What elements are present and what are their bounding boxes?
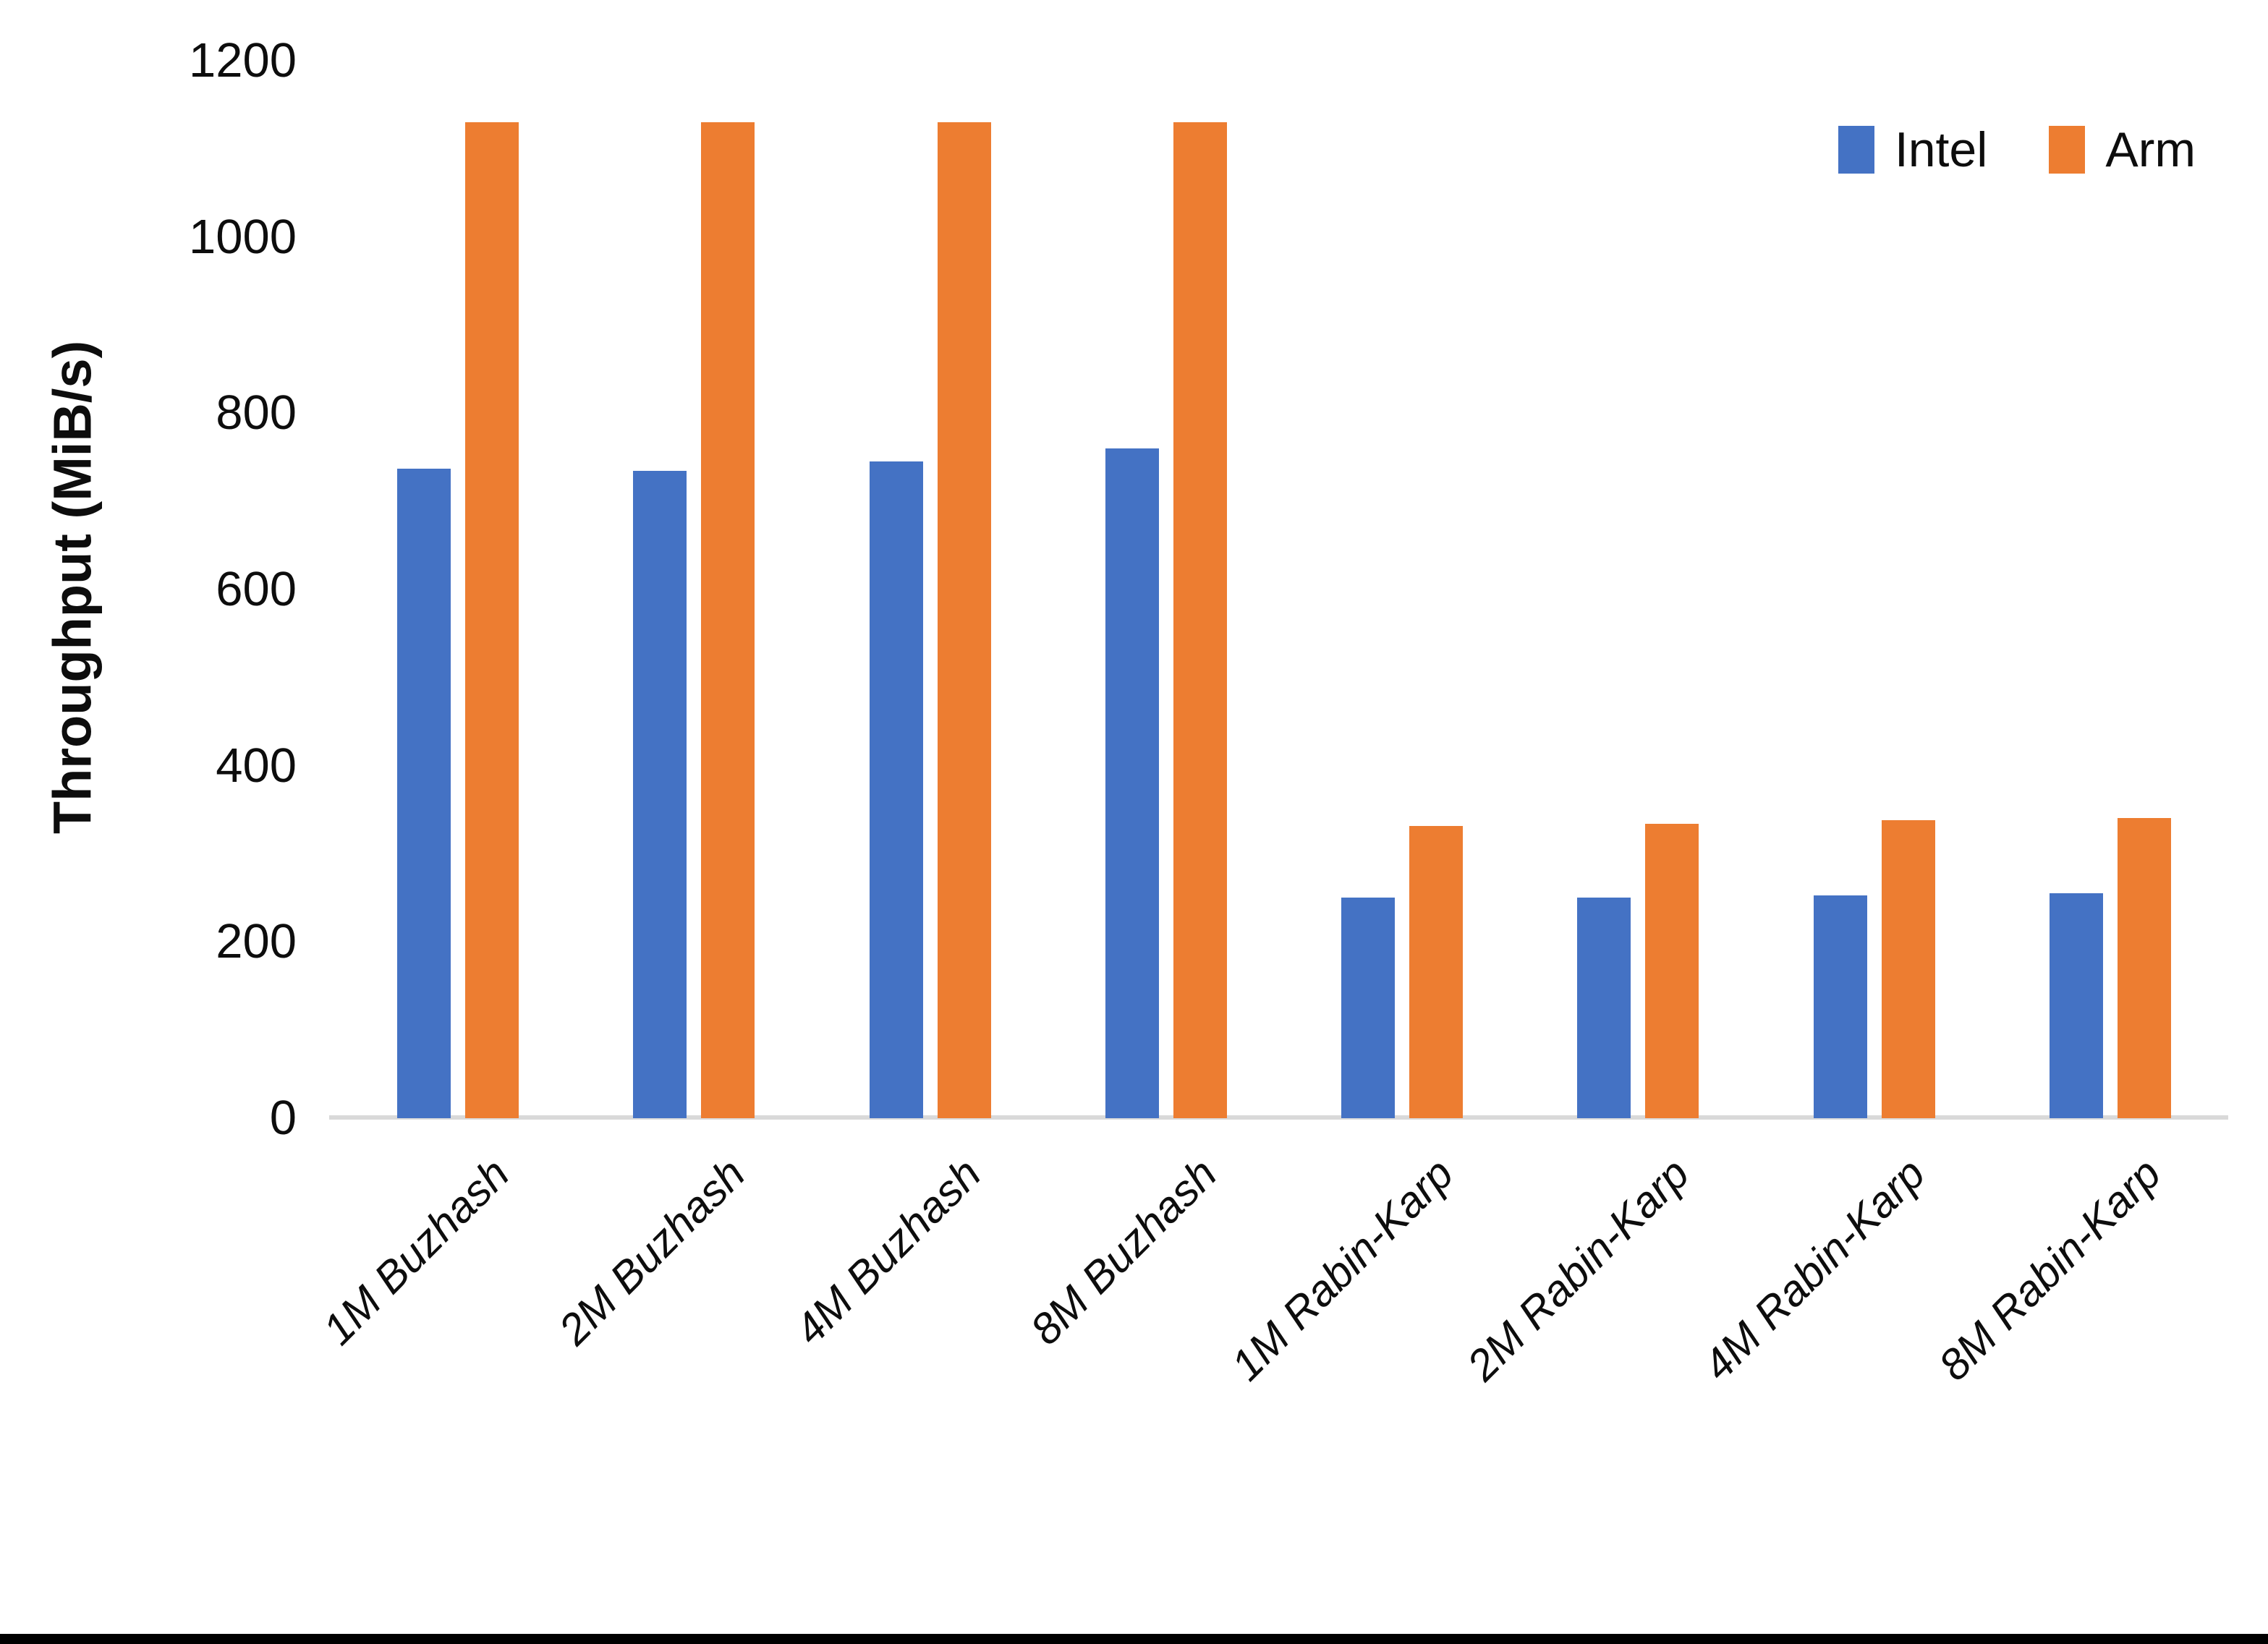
y-tick-label-1000: 1000 [188,209,297,264]
x-category-label-4m-rabin-karp: 4M Rabin-Karp [1694,1149,1934,1390]
bar-intel-8m-buzhash [1105,448,1159,1118]
bar-intel-4m-buzhash [869,461,923,1118]
y-tick-label-800: 800 [216,386,297,440]
x-axis-line [329,1115,2228,1120]
legend-item-arm: Arm [2049,122,2196,178]
bar-intel-1m-buzhash [397,469,451,1118]
legend-item-intel: Intel [1838,122,1988,178]
arm-series-swatch [2049,126,2086,174]
bar-group-1m-rabin-karp [1284,55,1520,1118]
bar-arm-4m-buzhash [937,122,991,1118]
legend: Intel Arm [1838,122,2196,178]
legend-label-intel: Intel [1894,122,1988,177]
bar-intel-8m-rabin-karp [2049,893,2103,1118]
y-tick-label-1200: 1200 [188,33,297,88]
bar-group-1m-buzhash [340,55,576,1118]
bar-intel-4m-rabin-karp [1813,895,1867,1118]
y-tick-label-600: 600 [216,562,297,616]
bar-group-4m-rabin-karp [1757,55,1992,1118]
x-category-label-2m-buzhash: 2M Buzhash [549,1149,755,1354]
legend-label-arm: Arm [2105,122,2196,177]
x-category-label-8m-buzhash: 8M Buzhash [1021,1149,1226,1354]
bar-arm-8m-rabin-karp [2117,818,2171,1118]
x-category-label-4m-buzhash: 4M Buzhash [785,1149,990,1354]
x-category-label-8m-rabin-karp: 8M Rabin-Karp [1929,1149,2170,1390]
y-tick-label-200: 200 [216,914,297,969]
bar-arm-1m-rabin-karp [1409,826,1464,1118]
x-category-label-2m-rabin-karp: 2M Rabin-Karp [1457,1149,1699,1390]
x-category-label-1m-rabin-karp: 1M Rabin-Karp [1221,1149,1463,1390]
bar-group-4m-buzhash [812,55,1048,1118]
bar-arm-2m-rabin-karp [1645,824,1699,1118]
bar-group-8m-rabin-karp [1992,55,2228,1118]
bar-arm-2m-buzhash [701,122,755,1118]
y-tick-label-0: 0 [269,1091,297,1145]
x-category-label-1m-buzhash: 1M Buzhash [313,1149,519,1354]
bar-intel-1m-rabin-karp [1341,898,1396,1118]
bar-intel-2m-rabin-karp [1577,898,1631,1118]
bar-group-2m-buzhash [576,55,812,1118]
bar-group-8m-buzhash [1048,55,1284,1118]
plot-area [340,55,2228,1118]
bar-intel-2m-buzhash [633,471,687,1118]
bar-arm-1m-buzhash [465,122,519,1118]
bar-group-2m-rabin-karp [1520,55,1756,1118]
screenshot-bottom-border [0,1634,2268,1644]
bar-arm-8m-buzhash [1173,122,1227,1118]
bar-arm-4m-rabin-karp [1881,820,1935,1118]
y-tick-label-400: 400 [216,738,297,793]
intel-series-swatch [1838,126,1874,174]
